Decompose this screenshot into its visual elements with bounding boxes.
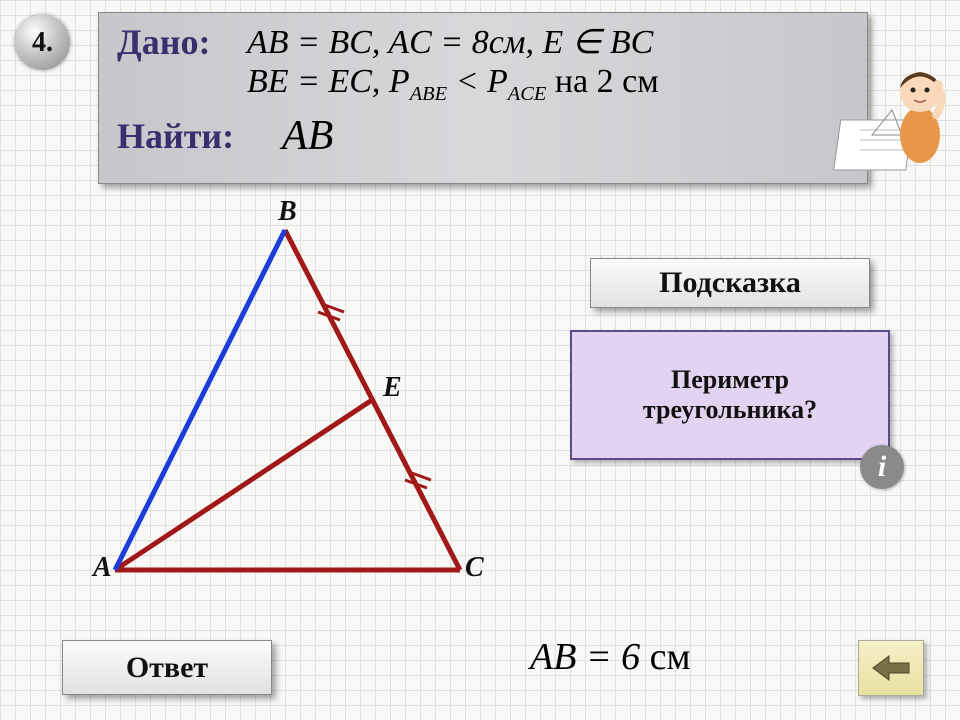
vertex-b: B — [278, 196, 297, 228]
hint-button[interactable]: Подсказка — [590, 258, 870, 308]
arrow-left-icon — [871, 653, 911, 683]
side-ab — [115, 230, 285, 570]
find-variable: AB — [282, 112, 333, 160]
problem-panel: Дано: AB = BC, AC = 8см, E ∈ BC BE = EC,… — [98, 12, 868, 184]
side-bc — [285, 230, 460, 570]
vertex-e: E — [383, 372, 402, 404]
slide-number: 4. — [32, 27, 53, 59]
answer-text: AB = 6 см — [530, 635, 691, 679]
nav-back-button[interactable] — [858, 640, 924, 696]
given-line1: AB = BC, AC = 8см, E ∈ BC — [247, 22, 653, 62]
hint-text: Периметр треугольника? — [582, 365, 878, 425]
segment-ae — [115, 400, 372, 570]
mascot-illustration — [842, 40, 950, 180]
given-line2: BE = EC, PABE < PACE на 2 см — [247, 63, 659, 106]
hint-panel: Периметр треугольника? — [570, 330, 890, 460]
vertex-a: A — [93, 552, 112, 584]
triangle-diagram: A B C E — [60, 210, 520, 600]
vertex-c: C — [465, 552, 484, 584]
slide-number-badge: 4. — [15, 15, 70, 70]
given-label: Дано: — [117, 21, 247, 63]
info-icon[interactable]: i — [860, 445, 904, 489]
answer-button[interactable]: Ответ — [62, 640, 272, 695]
find-label: Найти: — [117, 115, 272, 157]
